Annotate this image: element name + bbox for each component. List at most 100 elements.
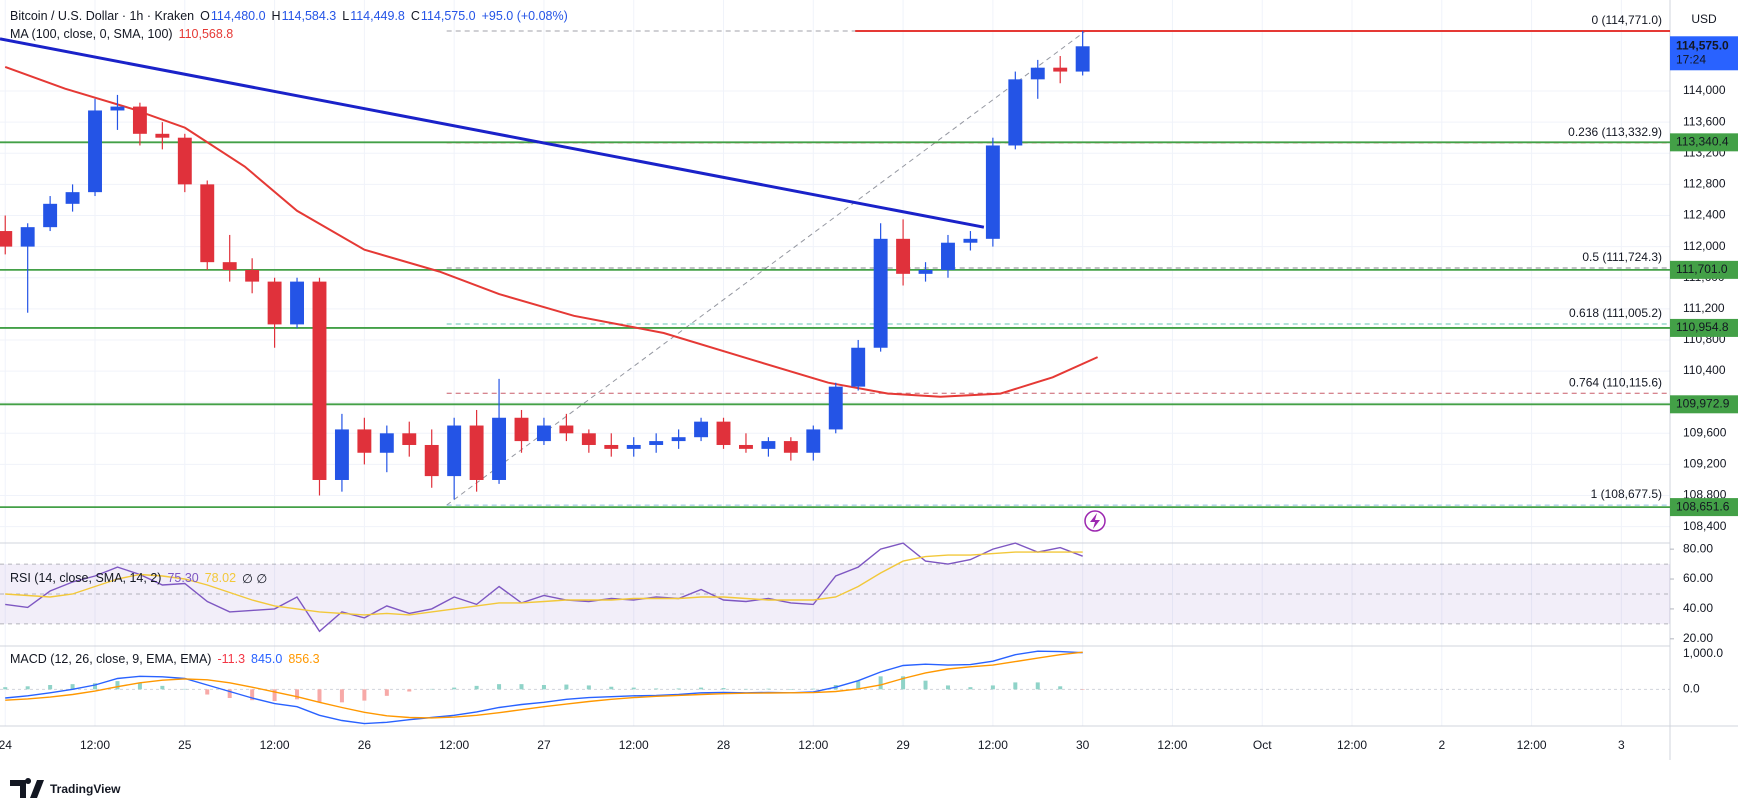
macd-histogram-bar xyxy=(205,689,210,695)
level-axis-label: 109,972.9 xyxy=(1676,396,1730,410)
macd-histogram-bar xyxy=(721,688,726,690)
x-tick-label: 26 xyxy=(358,738,372,752)
candle-body xyxy=(851,347,866,387)
macd-histogram-bar xyxy=(1013,682,1018,690)
macd-histogram-bar xyxy=(25,686,30,690)
macd-histogram-bar xyxy=(48,685,53,690)
candle-body xyxy=(312,281,327,480)
y-tick-label: 109,600 xyxy=(1683,425,1727,439)
macd-histogram-bar xyxy=(1080,689,1085,690)
ohlc-key: H xyxy=(271,9,281,23)
macd-histogram-bar xyxy=(317,689,322,703)
logo-mark xyxy=(10,778,44,798)
x-tick-label: 3 xyxy=(1618,738,1625,752)
macd-histogram-bar xyxy=(474,685,479,690)
y-tick-label: 111,200 xyxy=(1683,301,1725,315)
candle-body xyxy=(828,386,843,430)
y-tick-label: 108,400 xyxy=(1683,519,1727,533)
y-tick-label: 109,200 xyxy=(1683,457,1727,471)
y-tick-label: 112,800 xyxy=(1683,177,1726,191)
x-tick-label: 12:00 xyxy=(1337,738,1367,752)
candle-body xyxy=(155,133,170,138)
candle-body xyxy=(222,262,237,270)
macd-histogram-bar xyxy=(945,685,950,690)
y-tick-label: 114,000 xyxy=(1683,83,1726,97)
macd-histogram-bar xyxy=(901,676,906,690)
candle-body xyxy=(581,433,596,445)
ohlc-value: 114,584.3 xyxy=(281,9,337,23)
macd-hist-value: -11.3 xyxy=(217,652,246,666)
macd-histogram-bar xyxy=(654,688,659,690)
candle-body xyxy=(918,269,933,274)
brand-name: TradingView xyxy=(50,782,121,796)
candle-body xyxy=(626,444,641,449)
macd-histogram-bar xyxy=(362,689,367,701)
rsi-legend: RSI (14, close, SMA, 14, 2) 75.30 78.02 … xyxy=(10,571,267,586)
x-tick-label: 12:00 xyxy=(1517,738,1547,752)
ohlc-value: 114,480.0 xyxy=(210,9,266,23)
candle-body xyxy=(110,106,125,111)
candle-body xyxy=(559,425,574,434)
rsi-extra: ∅ ∅ xyxy=(242,572,268,586)
x-tick-label: 12:00 xyxy=(260,738,290,752)
rsi-tick-label: 80.00 xyxy=(1683,541,1713,555)
countdown-label: 17:24 xyxy=(1676,52,1706,66)
fib-level-label: 0.618 (111,005.2) xyxy=(1569,306,1662,320)
candle-body xyxy=(492,417,507,480)
x-tick-label: 12:00 xyxy=(798,738,828,752)
macd-histogram-bar xyxy=(743,688,748,690)
alert-icon-bolt xyxy=(1090,513,1100,529)
level-axis-box xyxy=(1670,498,1738,517)
x-tick-label: 2 xyxy=(1438,738,1445,752)
candle-body xyxy=(985,145,1000,239)
level-axis-label: 113,340.4 xyxy=(1676,135,1729,149)
currency-label: USD xyxy=(1691,12,1717,26)
candle-body xyxy=(20,227,35,247)
candle-body xyxy=(402,433,417,445)
rsi-line xyxy=(5,542,1083,633)
y-tick-label: 110,400 xyxy=(1683,363,1726,377)
ma-value: 110,568.8 xyxy=(178,27,234,41)
macd-histogram-bar xyxy=(182,688,187,690)
y-tick-label: 113,600 xyxy=(1683,114,1726,128)
rsi-line xyxy=(5,551,1083,616)
macd-tick-label: 1,000.0 xyxy=(1683,646,1723,660)
macd-histogram-bar xyxy=(272,689,277,702)
candle-body xyxy=(1030,67,1045,80)
macd-histogram-bar xyxy=(811,688,816,690)
candle-body xyxy=(514,417,529,442)
x-tick-label: 25 xyxy=(178,738,192,752)
trendline xyxy=(0,37,985,229)
macd-histogram-bar xyxy=(70,684,75,690)
level-axis-label: 108,651.6 xyxy=(1676,499,1730,513)
macd-histogram-bar xyxy=(497,684,502,690)
fib-level-label: 0.236 (113,332.9) xyxy=(1568,125,1662,139)
macd-histogram-bar xyxy=(115,681,120,690)
x-tick-label: 27 xyxy=(537,738,551,752)
macd-histogram-bar xyxy=(407,689,412,692)
macd-histogram-bar xyxy=(3,687,8,690)
macd-histogram-bar xyxy=(586,685,591,690)
rsi-title: RSI (14, close, SMA, 14, 2) xyxy=(10,571,162,585)
ma-title: MA (100, close, 0, SMA, 100) xyxy=(10,27,173,41)
candle-body xyxy=(604,444,619,449)
macd-histogram-bar xyxy=(227,689,232,699)
macd-tick-label: 0.0 xyxy=(1683,682,1700,696)
candle-body xyxy=(200,184,215,263)
macd-histogram-bar xyxy=(429,688,434,690)
macd-histogram-bar xyxy=(968,687,973,690)
x-tick-label: 28 xyxy=(717,738,731,752)
macd-value: 845.0 xyxy=(251,652,283,666)
macd-histogram-bar xyxy=(160,685,165,690)
level-axis-box xyxy=(1670,260,1738,279)
macd-histogram-bar xyxy=(452,687,457,690)
macd-histogram-bar xyxy=(541,685,546,690)
candle-body xyxy=(694,421,709,438)
macd-signal-value: 856.3 xyxy=(288,652,320,666)
macd-histogram-bar xyxy=(137,682,142,690)
macd-histogram-bar xyxy=(676,688,681,690)
macd-histogram-bar xyxy=(856,681,861,690)
ohlc-key: L xyxy=(342,9,350,23)
